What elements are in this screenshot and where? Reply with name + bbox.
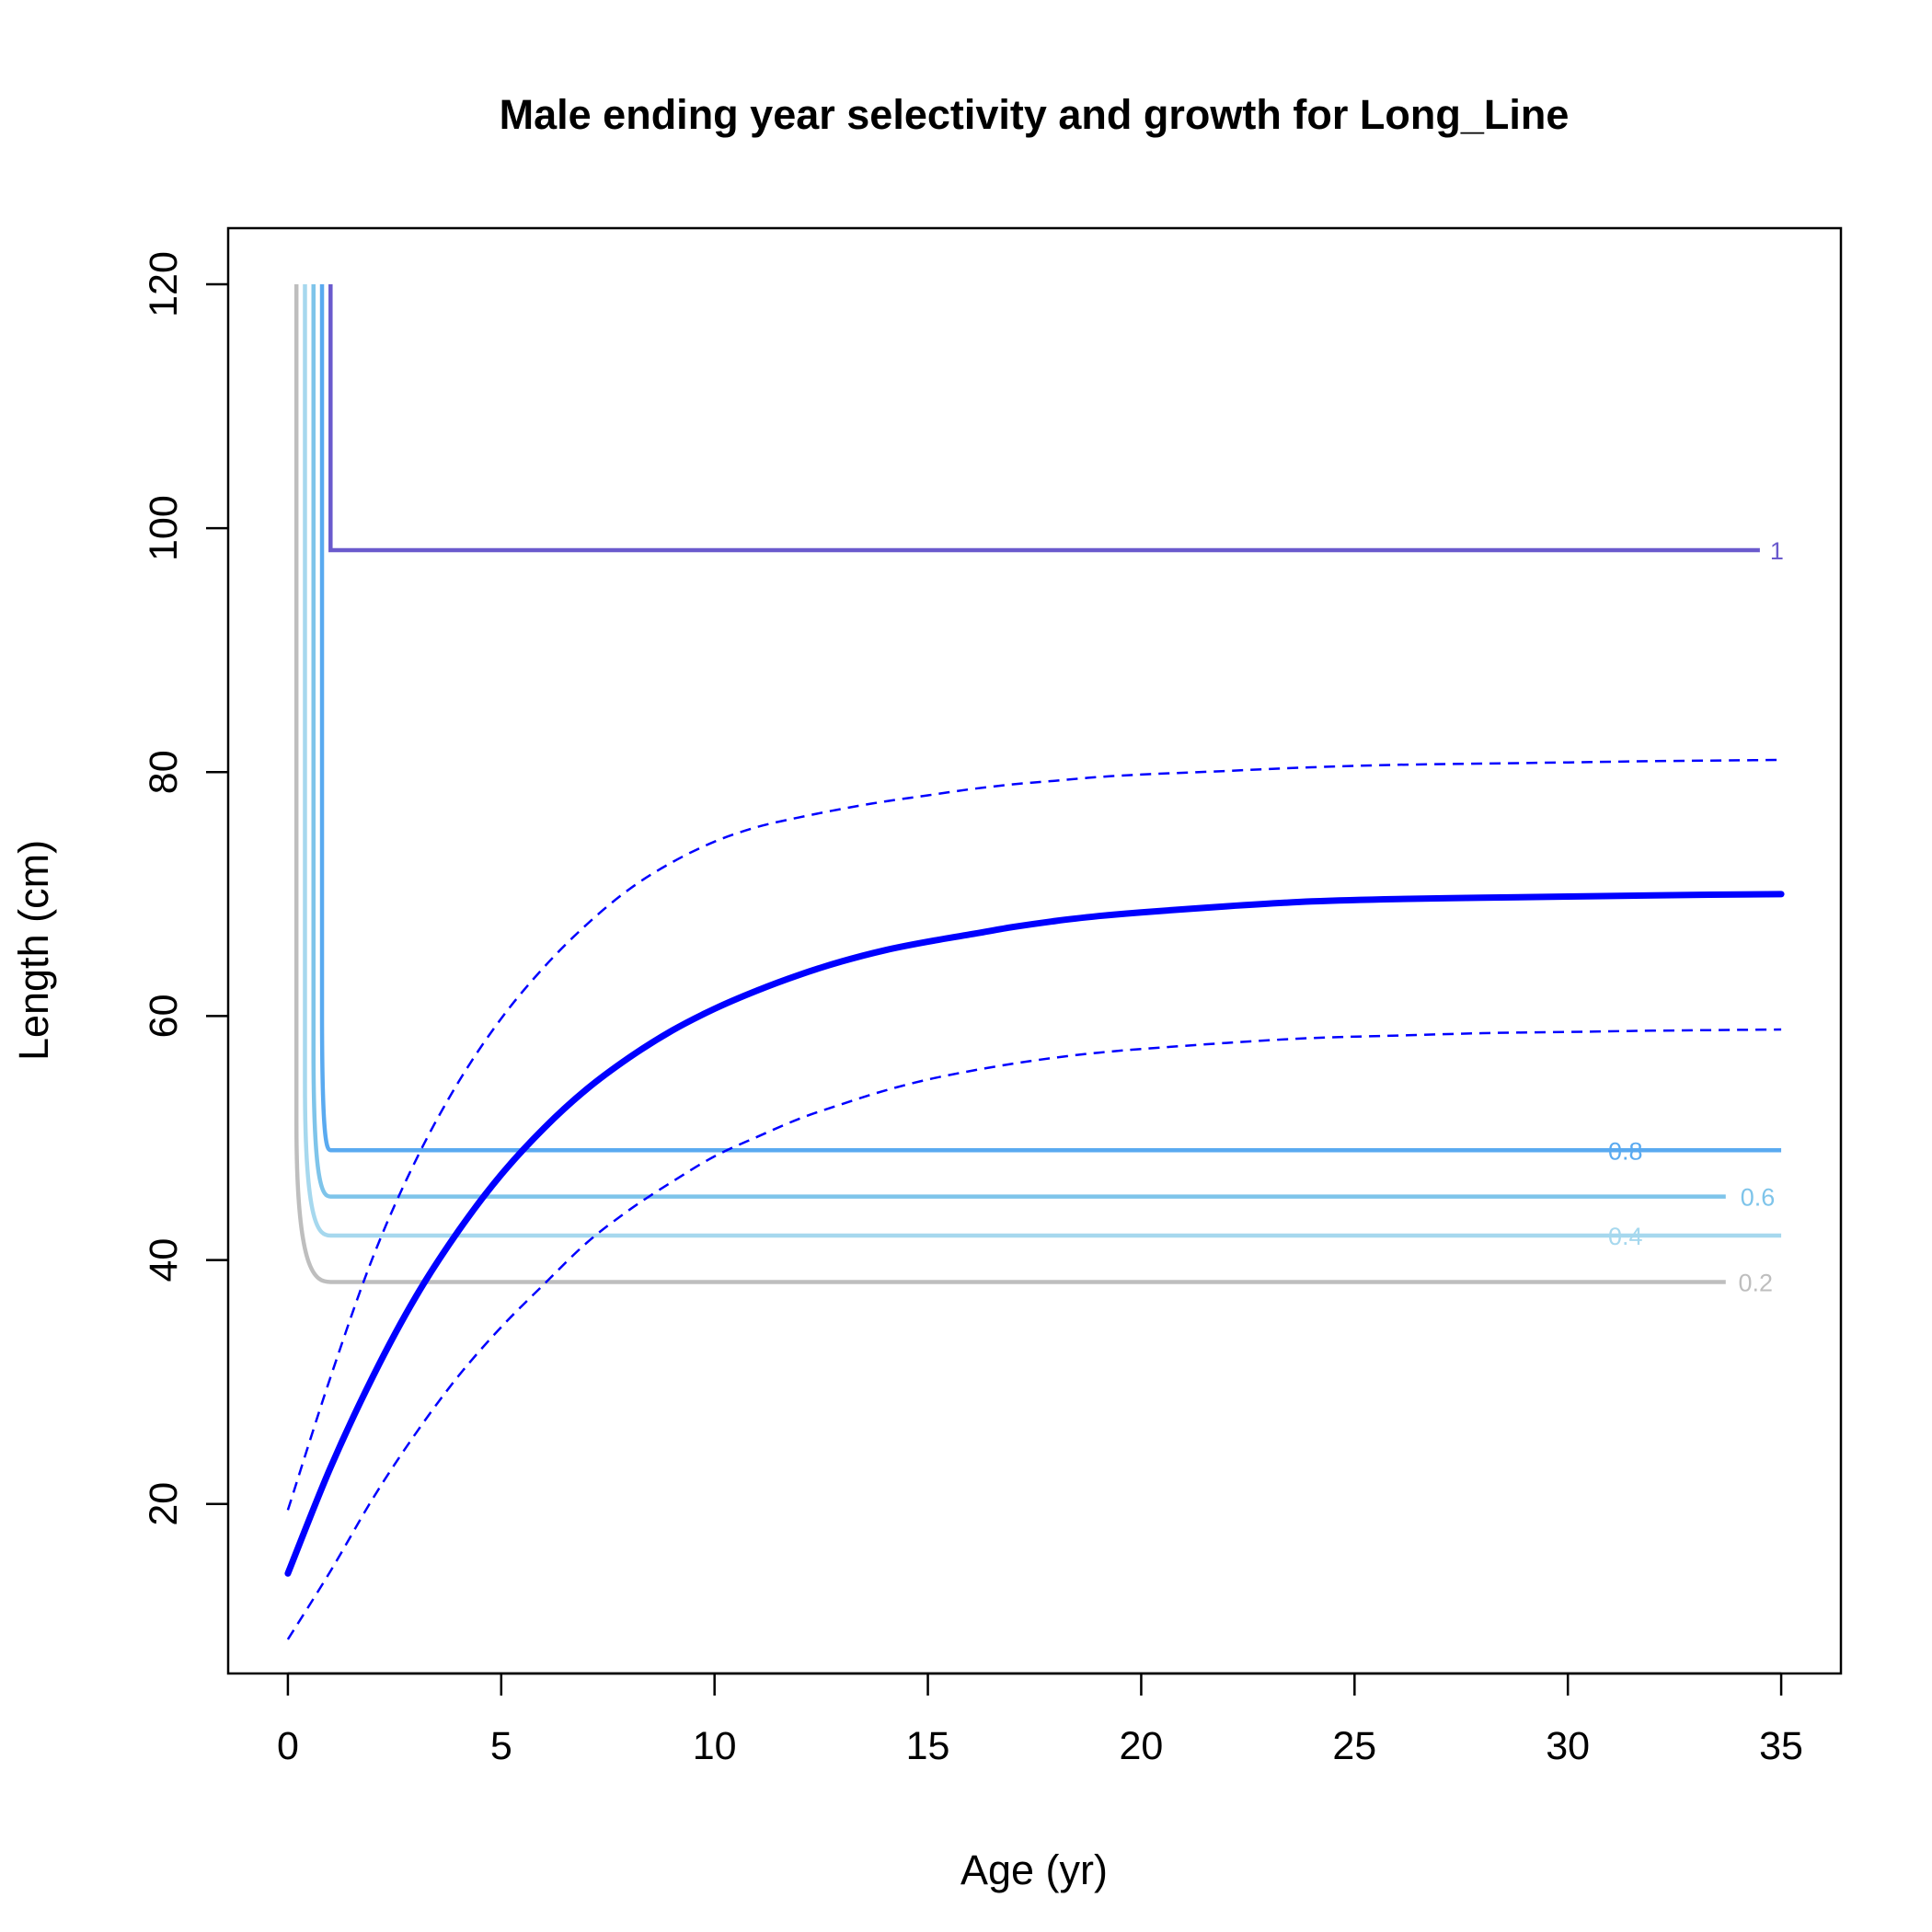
- y-tick-label: 100: [142, 495, 186, 561]
- y-axis-label: Length (cm): [10, 840, 57, 1061]
- x-tick-label: 20: [1120, 1724, 1164, 1768]
- x-tick-label: 25: [1332, 1724, 1376, 1768]
- y-tick-label: 80: [142, 750, 186, 794]
- x-tick-label: 35: [1759, 1724, 1803, 1768]
- growth-curves: [284, 758, 1785, 1640]
- contour-label: 0.8: [1608, 1137, 1643, 1165]
- contour-label: 1: [1770, 537, 1784, 565]
- contour-line: [311, 283, 1726, 1199]
- contour-line: [293, 283, 1726, 1284]
- contour-label: 0.2: [1738, 1269, 1773, 1296]
- y-axis: 20 40 60 80 100 120: [142, 251, 228, 1526]
- x-tick-label: 30: [1546, 1724, 1590, 1768]
- chart-title: Male ending year selectivity and growth …: [500, 91, 1570, 138]
- y-tick-label: 40: [142, 1238, 186, 1282]
- x-axis: 0 5 10 15 20 25 30 35: [277, 1672, 1803, 1768]
- contour-label: 0.6: [1741, 1184, 1776, 1212]
- x-tick-label: 15: [906, 1724, 950, 1768]
- x-axis-label: Age (yr): [960, 1846, 1108, 1893]
- y-tick-label: 120: [142, 251, 186, 317]
- x-tick-label: 0: [277, 1724, 299, 1768]
- contour-line: [319, 283, 1782, 1153]
- growth-lower-line: [286, 1028, 1782, 1640]
- selectivity-contours: 0.2 0.4 0.6 0.8 1: [293, 283, 1784, 1296]
- growth-mean-line: [284, 891, 1785, 1577]
- y-tick-label: 20: [142, 1482, 186, 1526]
- contour-line: [328, 283, 1760, 553]
- plot-frame: [226, 226, 1843, 1675]
- growth-upper-line: [286, 758, 1782, 1511]
- contour-line: [303, 283, 1782, 1238]
- contour-label: 0.4: [1608, 1223, 1643, 1250]
- x-tick-label: 10: [693, 1724, 737, 1768]
- x-tick-label: 5: [490, 1724, 512, 1768]
- y-tick-label: 60: [142, 995, 186, 1039]
